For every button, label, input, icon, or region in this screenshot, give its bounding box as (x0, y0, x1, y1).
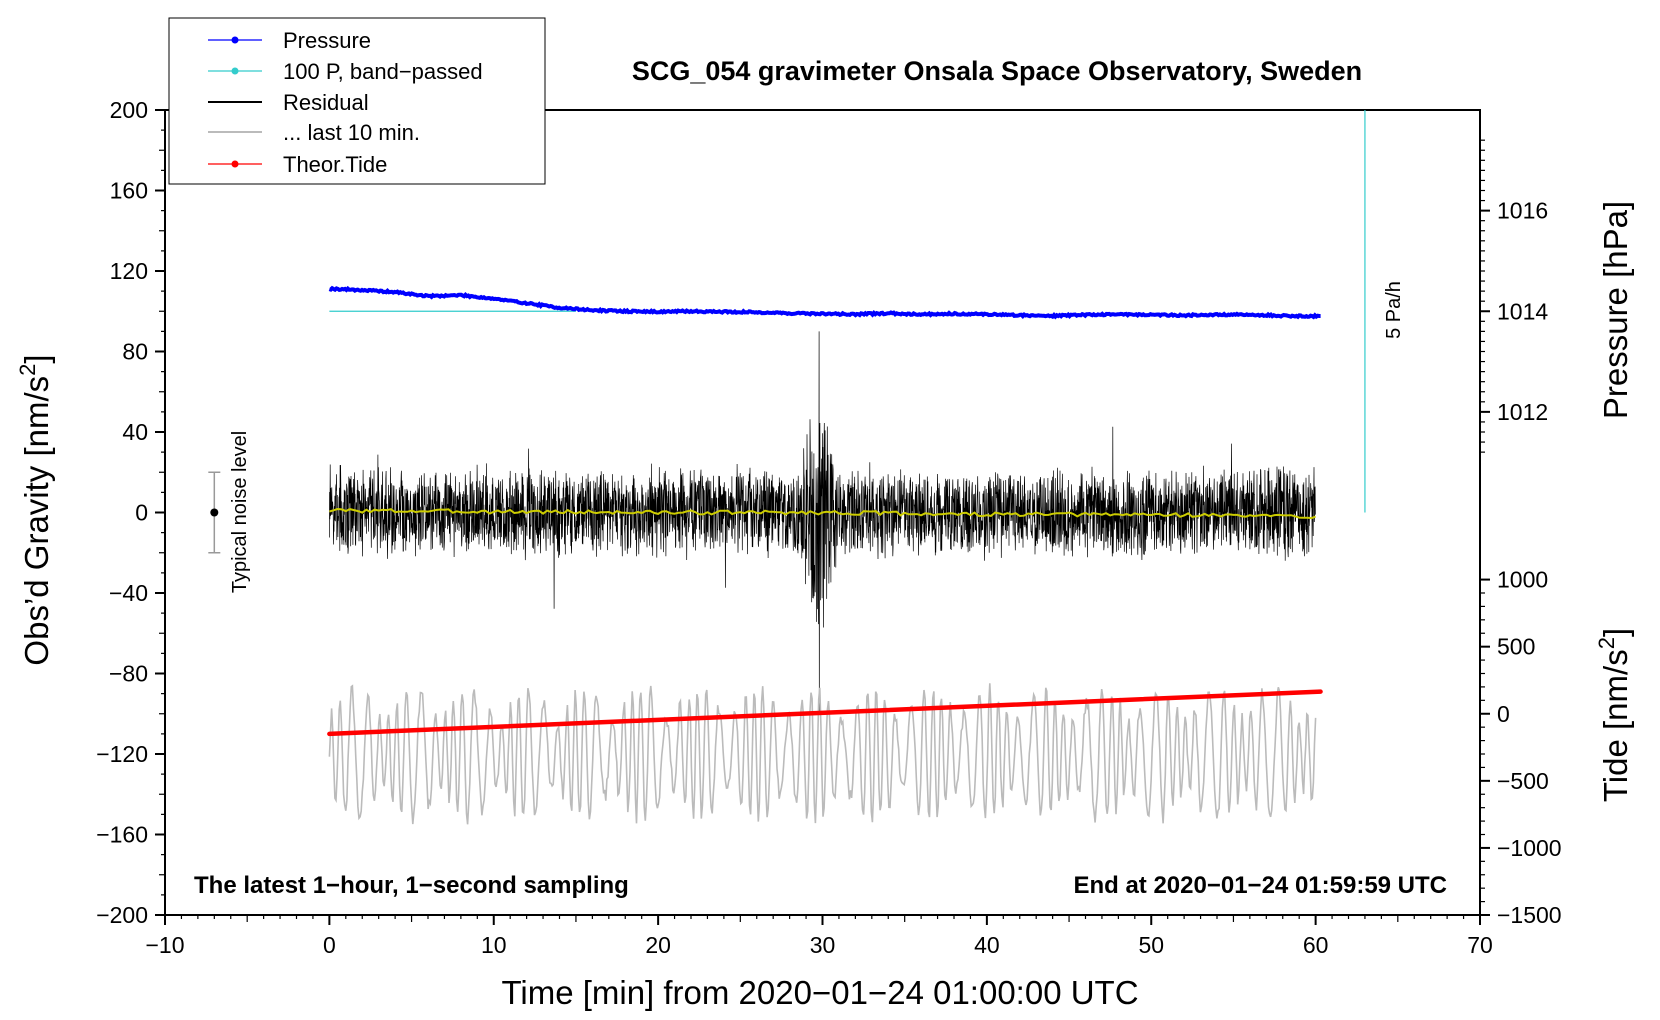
chart-title: SCG_054 gravimeter Onsala Space Observat… (632, 56, 1362, 86)
y-tick-label: −80 (109, 661, 148, 687)
y-axis-title-tide-sup: 2 (1594, 637, 1619, 649)
smoothed-residual-series (329, 507, 1316, 520)
legend-tide-label: Theor.Tide (283, 152, 387, 177)
tide-tick-label: 0 (1497, 701, 1510, 727)
x-axis-title: Time [min] from 2020−01−24 01:00:00 UTC (501, 974, 1138, 1011)
pressure-tick-label: 1014 (1497, 298, 1548, 324)
legend-tide-marker (231, 160, 239, 168)
x-tick-label: 0 (323, 932, 336, 958)
series-layer (327, 285, 1323, 825)
y-tick-label: 200 (110, 97, 148, 123)
legend-bandpassed-marker (231, 67, 239, 75)
y-axis-title-tide-end: ] (1597, 628, 1634, 637)
pressure-tick-label: 1012 (1497, 399, 1548, 425)
y-tick-label: 160 (110, 178, 148, 204)
noise-level-label: Typical noise level (229, 431, 251, 593)
tide-tick-label: −500 (1497, 768, 1549, 794)
y-axis-title-gravity-end: ] (18, 354, 55, 363)
y-axis-title-tide-main: Tide [nm/s (1597, 649, 1634, 802)
x-tick-label: 50 (1138, 932, 1164, 958)
legend-pressure-marker (231, 36, 239, 44)
last-10-min-series (328, 683, 1317, 825)
tide-tick-label: 500 (1497, 634, 1535, 660)
x-tick-label: 30 (810, 932, 836, 958)
tide-tick-label: −1500 (1497, 902, 1562, 928)
y-axis-title-gravity-sup: 2 (15, 364, 40, 376)
legend-pressure-label: Pressure (283, 28, 371, 53)
y-tick-label: −160 (96, 822, 148, 848)
noise-bar-marker (210, 508, 219, 517)
y-tick-label: 80 (122, 339, 148, 365)
y-tick-label: 40 (122, 419, 148, 445)
y-tick-label: 0 (135, 500, 148, 526)
x-tick-label: 70 (1467, 932, 1493, 958)
y-axis-title-tide: Tide [nm/s2] (1594, 628, 1634, 802)
y-tick-label: −40 (109, 580, 148, 606)
axes-layer: −10 0 10 20 30 40 50 60 70 200 160 120 80 40 0 −40 −80 −1… (96, 97, 1561, 958)
sampling-note: The latest 1−hour, 1−second sampling (194, 872, 629, 899)
legend-last10-label: ... last 10 min. (283, 120, 420, 145)
annotation-layer (208, 110, 1366, 554)
tide-tick-label: 1000 (1497, 567, 1548, 593)
end-time-note: End at 2020−01−24 01:59:59 UTC (1073, 872, 1447, 899)
pressure-tick-label: 1016 (1497, 198, 1548, 224)
pressure-series (328, 285, 1321, 320)
pressure-rate-label: 5 Pa/h (1383, 281, 1405, 339)
y-tick-label: −120 (96, 741, 148, 767)
x-tick-label: −10 (145, 932, 184, 958)
legend-residual-label: Residual (283, 90, 369, 115)
residual-series (329, 331, 1316, 714)
x-tick-label: 60 (1303, 932, 1329, 958)
x-tick-label: 10 (481, 932, 507, 958)
y-axis-title-gravity-main: Obs’d Gravity [nm/s (18, 376, 55, 666)
legend-bandpassed-label: 100 P, band−passed (283, 59, 483, 84)
x-tick-label: 20 (645, 932, 671, 958)
theoretical-tide-series (327, 689, 1323, 737)
x-tick-label: 40 (974, 932, 1000, 958)
y-axis-title-gravity: Obs’d Gravity [nm/s2] (15, 354, 55, 665)
y-axis-title-pressure: Pressure [hPa] (1597, 201, 1634, 419)
y-tick-label: −200 (96, 902, 148, 928)
tide-tick-label: −1000 (1497, 835, 1562, 861)
legend: Pressure 100 P, band−passed Residual ...… (168, 17, 546, 185)
y-tick-label: 120 (110, 258, 148, 284)
